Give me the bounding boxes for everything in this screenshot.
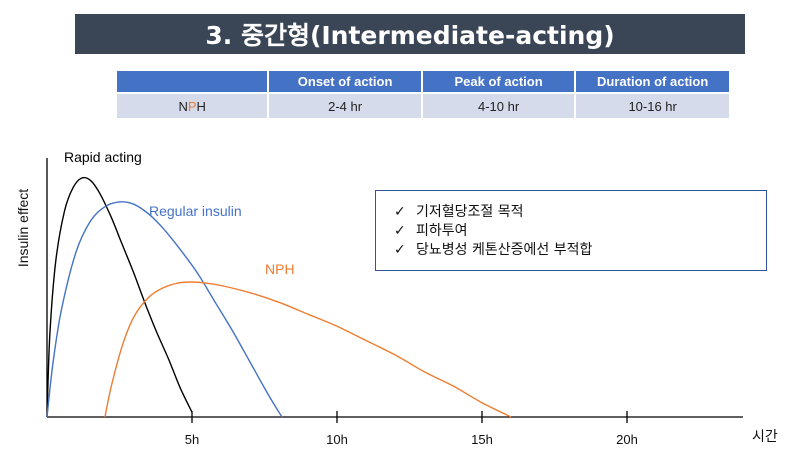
table-header-duration: Duration of action (575, 71, 729, 93)
name-part-n: N (178, 98, 188, 114)
note-item: ✓ 당뇨병성 케톤산증에선 부적합 (394, 241, 766, 260)
series-label-regular-insulin: Regular insulin (149, 203, 242, 219)
table-cell-name: NPH (117, 92, 270, 118)
note-text: 당뇨병성 케톤산증에선 부적합 (416, 242, 593, 258)
check-icon: ✓ (394, 223, 406, 239)
note-item: ✓ 기저혈당조절 목적 (394, 203, 766, 222)
action-table: Onset of action Peak of action Duration … (117, 71, 729, 118)
slide-title: 3. 중간형(Intermediate-acting) (75, 14, 745, 54)
series-label-rapid-acting: Rapid acting (64, 149, 142, 165)
chart-axes: 5h 10h 15h 20h 시간 Insulin effect (15, 158, 778, 447)
series-line-nph (104, 281, 512, 418)
notes-box: ✓ 기저혈당조절 목적 ✓ 피하투여 ✓ 당뇨병성 케톤산증에선 부적합 (375, 190, 767, 271)
name-part-h: H (196, 98, 206, 114)
table-row: NPH 2-4 hr 4-10 hr 10-16 hr (117, 92, 729, 118)
x-axis-label: 시간 (752, 429, 778, 445)
note-text: 피하투여 (416, 223, 468, 239)
y-axis-label: Insulin effect (15, 189, 31, 267)
chart-labels: Rapid acting Regular insulin NPH (64, 149, 295, 277)
series-label-nph: NPH (265, 261, 295, 277)
table-header-peak: Peak of action (421, 71, 577, 93)
series-line-regular-insulin (46, 201, 283, 418)
table-header-empty (117, 71, 270, 93)
x-tick-label: 10h (326, 432, 348, 447)
x-tick-label: 20h (616, 432, 638, 447)
table-cell-peak: 4-10 hr (421, 92, 577, 118)
table-header-row: Onset of action Peak of action Duration … (117, 71, 729, 93)
x-tick-label: 15h (471, 432, 493, 447)
name-part-p: P (187, 98, 197, 114)
check-icon: ✓ (394, 204, 406, 220)
note-text: 기저혈당조절 목적 (416, 204, 524, 220)
chart-curves (46, 176, 512, 418)
table-cell-onset: 2-4 hr (268, 92, 423, 118)
table-cell-duration: 10-16 hr (575, 92, 729, 118)
check-icon: ✓ (394, 242, 406, 258)
series-line-rapid-acting (46, 176, 193, 418)
table-header-onset: Onset of action (268, 71, 423, 93)
note-item: ✓ 피하투여 (394, 222, 766, 241)
x-tick-label: 5h (185, 432, 199, 447)
